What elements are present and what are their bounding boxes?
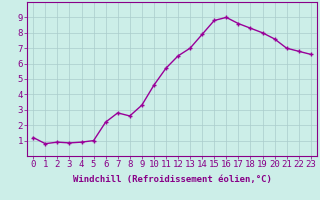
X-axis label: Windchill (Refroidissement éolien,°C): Windchill (Refroidissement éolien,°C) — [73, 175, 271, 184]
